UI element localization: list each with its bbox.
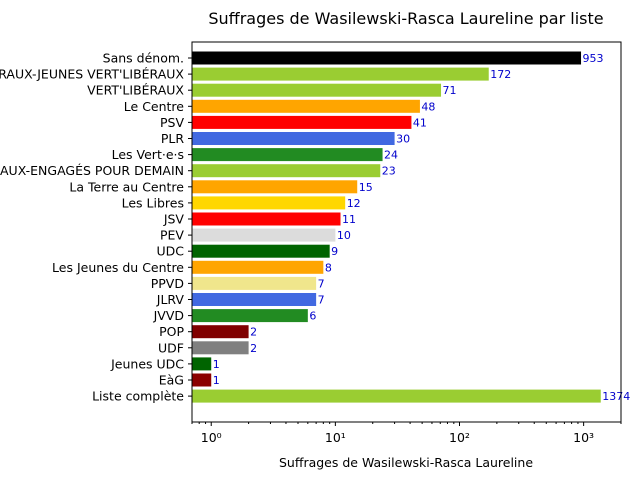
y-tick-label: JLRV <box>156 292 185 307</box>
value-label: 2 <box>250 342 257 355</box>
bar <box>192 228 336 242</box>
value-label: 953 <box>583 52 604 65</box>
value-label: 11 <box>342 213 356 226</box>
y-tick-label: EàG <box>159 373 184 388</box>
bars-group <box>192 51 601 403</box>
bar <box>192 357 212 371</box>
plot-frame <box>191 41 622 423</box>
value-label: 2 <box>250 326 257 339</box>
y-tick-label: POP <box>159 324 184 339</box>
value-label: 41 <box>413 116 427 129</box>
bar <box>192 180 358 194</box>
x-tick-label: 10³ <box>573 430 594 445</box>
bar <box>192 293 317 306</box>
bar <box>192 51 582 65</box>
y-tick-label: Le Centre <box>124 99 185 114</box>
bar <box>192 115 412 129</box>
y-tick-label: VERT'LIBÉRAUX <box>87 83 184 98</box>
value-label: 15 <box>359 181 373 194</box>
bar <box>192 260 324 274</box>
value-label: 24 <box>384 149 398 162</box>
bar <box>192 325 249 339</box>
y-tick-label: Sans dénom. <box>103 51 184 66</box>
value-label: 71 <box>443 84 457 97</box>
y-tick-label: UDC <box>156 244 184 259</box>
y-tick-label: Les Libres <box>122 195 184 210</box>
y-tick-label: JSV <box>163 212 185 227</box>
x-tick-label: 10² <box>449 430 470 445</box>
bar <box>192 276 317 290</box>
bar <box>192 309 308 323</box>
bar <box>192 164 381 178</box>
x-axis-label: Suffrages de Wasilewski-Rasca Laureline <box>279 455 533 470</box>
y-tick-label: Jeunes UDC <box>110 356 184 371</box>
value-label: 8 <box>325 261 332 274</box>
y-axis-ticks: Sans dénom.VERT'LIBÉRAUX-JEUNES VERT'LIB… <box>0 51 192 404</box>
bar <box>192 244 330 258</box>
value-label: 7 <box>318 277 325 290</box>
value-label: 30 <box>396 133 410 146</box>
x-axis-ticks: 10⁰ 10¹ 10² 10³ <box>191 422 622 445</box>
bar <box>192 67 489 81</box>
bar <box>192 196 346 210</box>
value-label: 172 <box>490 68 511 81</box>
value-label: 6 <box>309 310 316 323</box>
y-tick-label: PEV <box>160 228 184 243</box>
bar <box>192 99 420 113</box>
x-tick-label: 10⁰ <box>201 430 222 445</box>
bar <box>192 83 442 97</box>
value-label: 23 <box>382 165 396 178</box>
y-tick-label: Les Vert·e·s <box>112 147 184 162</box>
bar <box>192 148 383 162</box>
value-label: 1 <box>213 358 220 371</box>
y-tick-label: LES VERT'LIBÉRAUX-ENGAGÉS POUR DEMAIN <box>0 163 184 178</box>
bar <box>192 341 249 355</box>
y-tick-label: Liste complète <box>92 389 184 404</box>
bar <box>192 373 212 387</box>
value-label: 7 <box>318 294 325 307</box>
y-tick-label: La Terre au Centre <box>69 179 184 194</box>
x-tick-label: 10¹ <box>325 430 346 445</box>
value-label: 12 <box>347 197 361 210</box>
value-label: 1374 <box>602 390 630 403</box>
y-tick-label: Les Jeunes du Centre <box>52 260 184 275</box>
y-tick-label: PPVD <box>151 276 184 291</box>
y-tick-label: JVVD <box>153 308 184 323</box>
bar <box>192 212 341 226</box>
value-label: 48 <box>421 100 435 113</box>
chart-title: Suffrages de Wasilewski-Rasca Laureline … <box>208 9 603 28</box>
y-tick-label: PSV <box>160 115 184 130</box>
y-tick-label: VERT'LIBÉRAUX-JEUNES VERT'LIBÉRAUX <box>0 67 184 82</box>
value-label: 9 <box>331 245 338 258</box>
value-label: 1 <box>213 374 220 387</box>
bar <box>192 389 601 403</box>
bar <box>192 132 395 145</box>
y-tick-label: UDF <box>158 340 184 355</box>
value-label: 10 <box>337 229 351 242</box>
y-tick-label: PLR <box>161 131 185 146</box>
